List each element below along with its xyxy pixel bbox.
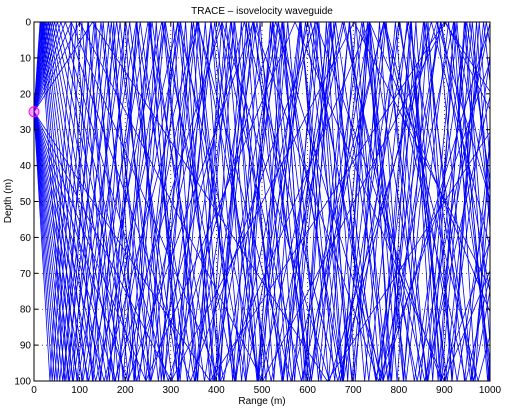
y-tick-label: 80 [20,305,32,316]
source-marker [28,106,40,118]
ray-path-32 [34,22,490,381]
x-tick-label: 100 [71,385,88,396]
source-marker-layer [28,106,40,118]
ray-path-14 [34,22,490,381]
ray-path-29 [34,22,490,381]
y-tick-label: 40 [20,161,32,172]
ray-path-35 [34,22,490,381]
y-tick-label: 30 [20,125,32,136]
ray-path-26 [34,22,490,381]
chart-title: TRACE – isovelocity waveguide [191,6,333,17]
ray-path-20 [34,22,490,381]
ray-path-33 [34,22,490,381]
y-tick-label: 70 [20,269,32,280]
x-tick-label: 200 [117,385,134,396]
y-tick-label: 10 [20,53,32,64]
ray-path-16 [34,22,490,381]
ray-paths [34,22,490,381]
x-tick-label: 500 [254,385,271,396]
x-tick-label: 0 [31,385,37,396]
ray-path-18 [34,22,490,381]
x-tick-label: 300 [162,385,179,396]
grid [34,22,490,381]
x-tick-label: 900 [436,385,453,396]
x-tick-label: 800 [390,385,407,396]
ray-path-22 [34,22,490,381]
x-axis-label: Range (m) [238,396,285,407]
y-tick-label: 50 [20,197,32,208]
y-axis-ticks: 0 10 20 30 40 50 60 70 80 90 100 [14,18,490,388]
ray-path-21 [34,22,490,381]
y-axis-label: Depth (m) [3,179,14,223]
ray-path-36 [34,22,490,381]
y-tick-label: 100 [14,377,31,388]
x-tick-label: 600 [299,385,316,396]
x-tick-label: 400 [208,385,225,396]
ray-path-13 [34,22,490,381]
x-tick-label: 700 [345,385,362,396]
y-tick-label: 90 [20,341,32,352]
x-axis-ticks: 0 100 200 300 400 500 600 700 800 900 1000 [31,22,502,396]
y-tick-label: 60 [20,233,32,244]
y-tick-label: 20 [20,89,32,100]
x-tick-label: 1000 [479,385,502,396]
ray-path-2 [34,22,490,381]
y-tick-label: 0 [25,18,31,29]
